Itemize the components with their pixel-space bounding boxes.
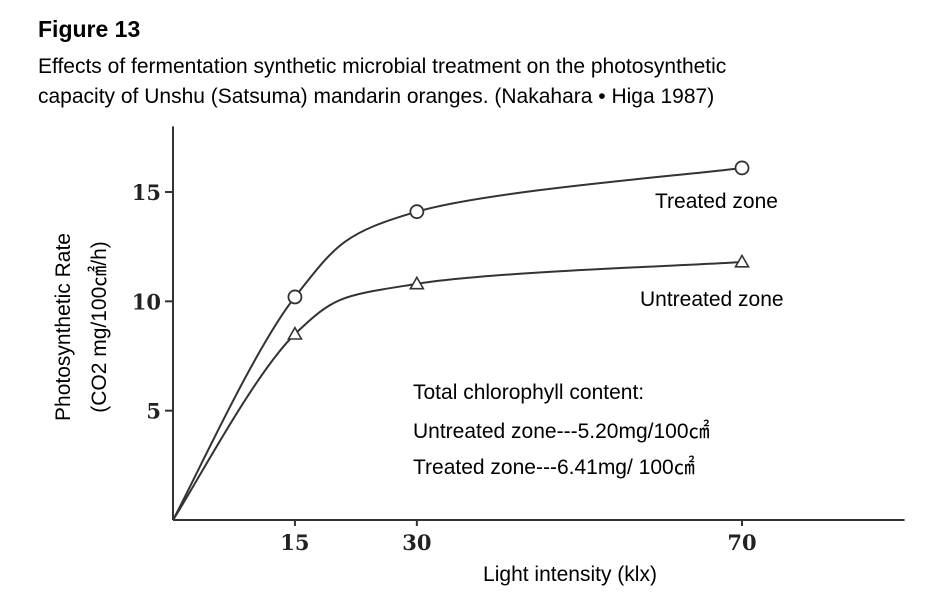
y-tick-label-15: 15 bbox=[132, 180, 161, 205]
figure-caption: Effects of fermentation synthetic microb… bbox=[38, 52, 918, 112]
data-point-treated-zone-70 bbox=[734, 160, 750, 176]
data-point-untreated-zone-15 bbox=[287, 326, 303, 340]
x-tick-label-70: 70 bbox=[727, 530, 756, 555]
annotation-line-2: Treated zone---6.41mg/ 100㎠ bbox=[413, 455, 695, 479]
legend-untreated-zone: Untreated zone bbox=[640, 288, 784, 311]
chart-ticks: 5 10 15 15 30 70 bbox=[132, 180, 757, 555]
data-point-treated-zone-15 bbox=[287, 289, 303, 305]
chart-series bbox=[172, 160, 750, 521]
legend-treated-zone: Treated zone bbox=[655, 190, 778, 213]
x-tick-label-30: 30 bbox=[402, 530, 431, 555]
figure-label: Figure 13 bbox=[38, 16, 141, 42]
x-tick-label-15: 15 bbox=[280, 530, 309, 555]
data-point-treated-zone-30 bbox=[409, 204, 425, 220]
annotation-line-1: Untreated zone---5.20mg/100㎠ bbox=[413, 419, 710, 443]
y-axis-label-line-1: Photosynthetic Rate bbox=[52, 233, 75, 421]
y-tick-label-5: 5 bbox=[146, 399, 161, 424]
data-point-untreated-zone-70 bbox=[734, 253, 750, 268]
series-line-treated-zone bbox=[172, 166, 743, 521]
series-line-untreated-zone bbox=[172, 260, 743, 521]
x-axis-label: Light intensity (klx) bbox=[483, 563, 657, 586]
data-point-untreated-zone-30 bbox=[408, 275, 425, 290]
y-tick-label-10: 10 bbox=[132, 289, 161, 314]
annotation-title: Total chlorophyll content: bbox=[413, 381, 644, 404]
y-axis-label-line-2: (CO2 mg/100㎠/h) bbox=[87, 241, 111, 413]
caption-line-1: Effects of fermentation synthetic microb… bbox=[38, 55, 727, 78]
caption-line-2: capacity of Unshu (Satsuma) mandarin ora… bbox=[38, 85, 715, 108]
